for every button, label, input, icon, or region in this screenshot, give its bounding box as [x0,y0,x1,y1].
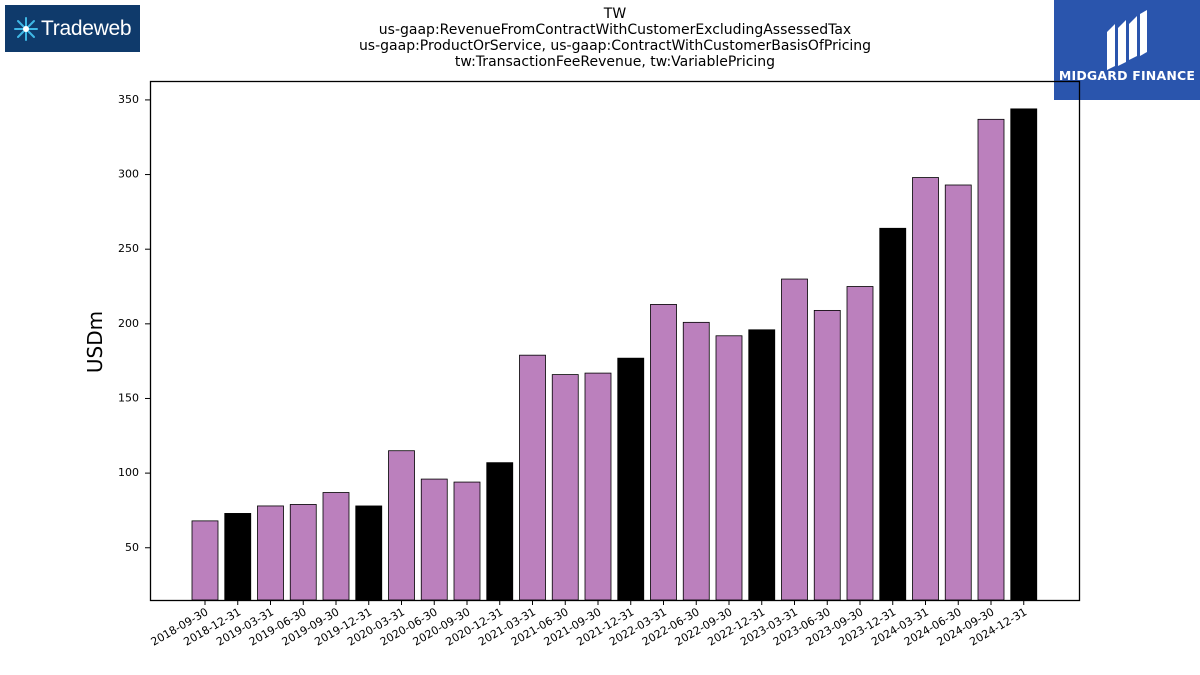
y-tick-label: 300 [118,168,139,181]
bar-2022-12-31 [748,329,776,601]
bar-2024-09-30 [977,118,1005,601]
x-axis: 2018-09-302018-12-312019-03-312019-06-30… [149,600,1029,649]
chart-title-block: TW us-gaap:RevenueFromContractWithCustom… [300,6,930,70]
chart-subtitle-line-1: us-gaap:RevenueFromContractWithCustomerE… [378,22,852,38]
y-tick-label: 50 [125,541,139,554]
y-tick-label: 100 [118,466,139,479]
bar-2022-03-31 [650,304,677,601]
bar-2020-09-30 [453,481,481,601]
bar-2023-12-31 [879,227,907,601]
bar-2023-06-30 [813,309,841,601]
bar-2021-12-31 [617,357,645,601]
midgard-finance-logo: MIDGARD FINANCE [1054,0,1200,100]
bar-2020-06-30 [420,478,448,601]
midgard-wordmark: MIDGARD FINANCE [1058,68,1196,83]
bar-2022-09-30 [715,335,743,601]
starburst-icon [14,16,38,41]
y-tick-label: 350 [118,93,139,106]
bar-2018-12-31 [224,513,252,601]
bar-2021-03-31 [519,354,546,601]
bar-2022-06-30 [682,321,710,601]
bar-2024-06-30 [944,184,972,601]
chart-subtitle-line-3: tw:TransactionFeeRevenue, tw:VariablePri… [454,54,776,70]
midgard-m-icon [1107,10,1147,70]
bar-2023-09-30 [846,286,874,601]
bar-2024-03-31 [912,177,939,601]
bar-2023-03-31 [781,278,808,601]
y-axis: 50 100 150 200 250 300 350 [118,93,151,554]
bar-2024-12-31 [1010,108,1038,601]
bar-2020-03-31 [388,450,415,601]
bar-2021-09-30 [584,372,612,601]
bar-2020-12-31 [486,462,514,601]
bar-2018-09-30 [191,520,219,601]
tradeweb-wordmark: Tradeweb [41,16,132,40]
bar-2019-06-30 [289,504,317,601]
plot-frame [149,80,1081,602]
y-tick-label: 200 [118,317,139,330]
chart-title: TW [603,6,627,22]
y-axis-label: USDm [83,311,107,373]
y-tick-label: 150 [118,391,139,404]
bar-2019-09-30 [322,492,350,601]
bar-2019-12-31 [355,505,383,601]
bar-2021-06-30 [551,374,579,601]
bar-2019-03-31 [257,505,284,601]
bar-series [191,108,1038,601]
chart-subtitle-line-2: us-gaap:ProductOrService, us-gaap:Contra… [358,38,872,54]
tradeweb-logo: Tradeweb [5,5,140,52]
y-tick-label: 250 [118,242,139,255]
